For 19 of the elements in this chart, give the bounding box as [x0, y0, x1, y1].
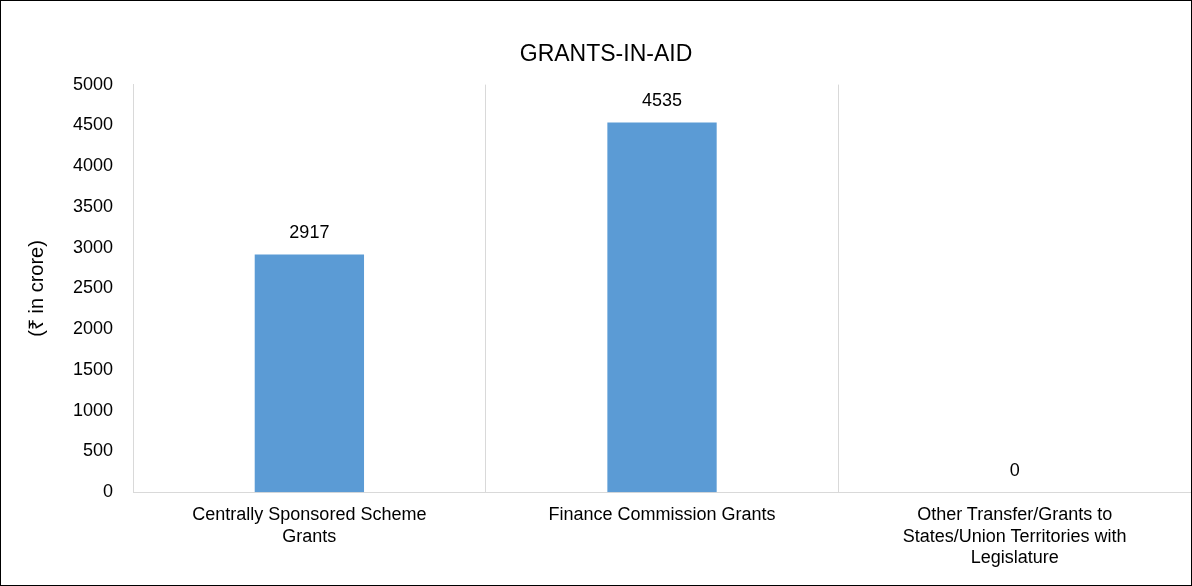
y-tick-label: 3000	[73, 236, 114, 257]
y-axis-title: (₹ in crore)	[24, 240, 47, 337]
y-tick-label: 1000	[73, 399, 114, 420]
y-tick-label: 4000	[73, 155, 114, 176]
y-tick-label: 2000	[73, 318, 114, 339]
data-label: 4535	[642, 90, 683, 111]
y-tick-label: 0	[103, 481, 114, 502]
y-tick-label: 500	[83, 440, 114, 461]
y-tick-label: 2500	[73, 277, 114, 298]
y-tick-label: 1500	[73, 358, 114, 379]
data-label: 2917	[289, 222, 330, 243]
x-tick-label: Centrally Sponsored Scheme Grants	[192, 503, 427, 546]
chart-title: GRANTS-IN-AID	[519, 40, 693, 67]
data-label: 0	[1009, 460, 1020, 481]
y-tick-label: 5000	[73, 73, 114, 94]
x-tick-label: Other Transfer/Grants to States/Union Territories with Legislature	[902, 503, 1127, 568]
y-tick-label: 4500	[73, 114, 114, 135]
y-tick-label: 3500	[73, 195, 114, 216]
x-tick-label: Finance Commission Grants	[548, 503, 776, 524]
